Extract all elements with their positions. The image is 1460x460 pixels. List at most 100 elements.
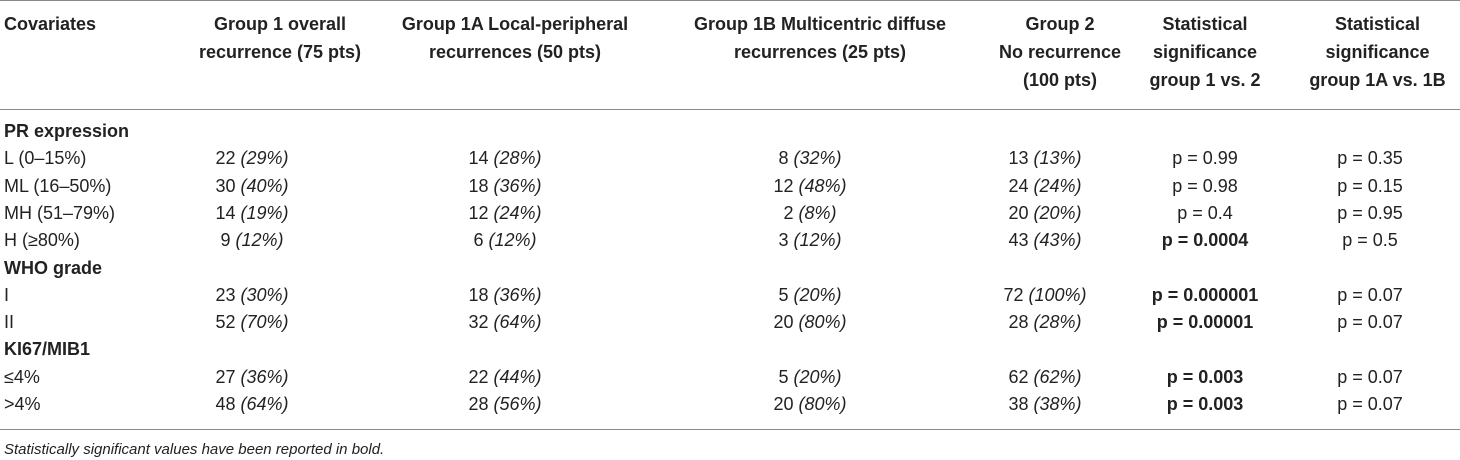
percent: (62%)	[1033, 367, 1082, 387]
cell-g1b: 20 (80%)	[750, 391, 870, 417]
cell-g2: 43 (43%)	[985, 227, 1105, 253]
p-value-1a-vs-1b: p = 0.5	[1342, 230, 1398, 250]
cell-g1a: 18 (36%)	[445, 282, 565, 308]
cell-g1a: 6 (12%)	[445, 227, 565, 253]
header-significance-1a-vs-1b: Statistical significance group 1A vs. 1B	[1309, 14, 1446, 90]
cell-g1b: 3 (12%)	[750, 227, 870, 253]
count: 20	[773, 394, 794, 414]
percent: (44%)	[493, 367, 542, 387]
cell-g2: 28 (28%)	[985, 309, 1105, 335]
count: 32	[468, 312, 489, 332]
percent: (43%)	[1033, 230, 1082, 250]
count: 27	[215, 367, 236, 387]
p-value-1a-vs-1b: p = 0.35	[1337, 148, 1403, 168]
count: 12	[468, 203, 489, 223]
header-rule	[0, 109, 1460, 110]
percent: (20%)	[793, 367, 842, 387]
cell-g2: 38 (38%)	[985, 391, 1105, 417]
cell-g2: 20 (20%)	[985, 200, 1105, 226]
row-label: >4%	[4, 394, 41, 414]
cell-g1a: 18 (36%)	[445, 173, 565, 199]
count: 2	[783, 203, 794, 223]
cell-g1b: 8 (32%)	[750, 145, 870, 171]
count: 9	[220, 230, 231, 250]
table-bottom-rule	[0, 429, 1460, 430]
percent: (100%)	[1028, 285, 1087, 305]
count: 52	[215, 312, 236, 332]
p-value-1a-vs-1b: p = 0.07	[1337, 394, 1403, 414]
cell-g1: 23 (30%)	[192, 282, 312, 308]
percent: (19%)	[240, 203, 289, 223]
row-label: ≤4%	[4, 367, 40, 387]
p-value-1-vs-2: p = 0.00001	[1156, 312, 1254, 332]
cell-g1a: 12 (24%)	[445, 200, 565, 226]
count: 20	[1008, 203, 1029, 223]
count: 22	[468, 367, 489, 387]
header-covariates: Covariates	[4, 14, 97, 34]
count: 62	[1008, 367, 1029, 387]
p-value-1a-vs-1b: p = 0.07	[1337, 367, 1403, 387]
cell-g2: 13 (13%)	[985, 145, 1105, 171]
count: 43	[1008, 230, 1029, 250]
cell-g1: 27 (36%)	[192, 364, 312, 390]
cell-g1b: 20 (80%)	[750, 309, 870, 335]
header-group1b: Group 1B Multicentric diffuse recurrence…	[693, 14, 947, 62]
row-label: II	[4, 312, 15, 332]
percent: (40%)	[240, 176, 289, 196]
footnote: Statistically significant values have be…	[4, 441, 385, 458]
cell-g2: 24 (24%)	[985, 173, 1105, 199]
header-significance-1-vs-2: Statistical significance group 1 vs. 2	[1149, 14, 1261, 90]
cell-g1: 30 (40%)	[192, 173, 312, 199]
percent: (28%)	[493, 148, 542, 168]
count: 28	[1008, 312, 1029, 332]
count: 24	[1008, 176, 1029, 196]
p-value-1-vs-2: p = 0.003	[1166, 394, 1244, 414]
header-group1a: Group 1A Local-peripheral recurrences (5…	[401, 14, 629, 62]
cell-g1b: 5 (20%)	[750, 282, 870, 308]
count: 18	[468, 285, 489, 305]
cell-g1: 52 (70%)	[192, 309, 312, 335]
section-heading: WHO grade	[4, 258, 103, 278]
percent: (48%)	[798, 176, 847, 196]
percent: (29%)	[240, 148, 289, 168]
cell-g1a: 22 (44%)	[445, 364, 565, 390]
count: 48	[215, 394, 236, 414]
count: 23	[215, 285, 236, 305]
p-value-1-vs-2: p = 0.98	[1172, 176, 1238, 196]
percent: (56%)	[493, 394, 542, 414]
cell-g2: 62 (62%)	[985, 364, 1105, 390]
cell-g1a: 14 (28%)	[445, 145, 565, 171]
percent: (28%)	[1033, 312, 1082, 332]
row-label: L (0–15%)	[4, 148, 87, 168]
cell-g1: 22 (29%)	[192, 145, 312, 171]
cell-g1b: 5 (20%)	[750, 364, 870, 390]
percent: (80%)	[798, 394, 847, 414]
p-value-1a-vs-1b: p = 0.07	[1337, 312, 1403, 332]
cell-g1: 9 (12%)	[192, 227, 312, 253]
percent: (12%)	[793, 230, 842, 250]
p-value-1-vs-2: p = 0.99	[1172, 148, 1238, 168]
percent: (20%)	[793, 285, 842, 305]
cell-g1a: 28 (56%)	[445, 391, 565, 417]
count: 18	[468, 176, 489, 196]
count: 38	[1008, 394, 1029, 414]
count: 22	[215, 148, 236, 168]
cell-g1b: 2 (8%)	[750, 200, 870, 226]
count: 72	[1003, 285, 1024, 305]
count: 14	[215, 203, 236, 223]
row-label: MH (51–79%)	[4, 203, 116, 223]
percent: (32%)	[793, 148, 842, 168]
section-heading: PR expression	[4, 121, 130, 141]
section-heading: KI67/MIB1	[4, 339, 91, 359]
count: 30	[215, 176, 236, 196]
percent: (38%)	[1033, 394, 1082, 414]
percent: (24%)	[493, 203, 542, 223]
percent: (36%)	[240, 367, 289, 387]
percent: (36%)	[493, 285, 542, 305]
cell-g1: 14 (19%)	[192, 200, 312, 226]
p-value-1a-vs-1b: p = 0.15	[1337, 176, 1403, 196]
percent: (8%)	[798, 203, 837, 223]
p-value-1-vs-2: p = 0.0004	[1161, 230, 1249, 250]
percent: (30%)	[240, 285, 289, 305]
count: 20	[773, 312, 794, 332]
